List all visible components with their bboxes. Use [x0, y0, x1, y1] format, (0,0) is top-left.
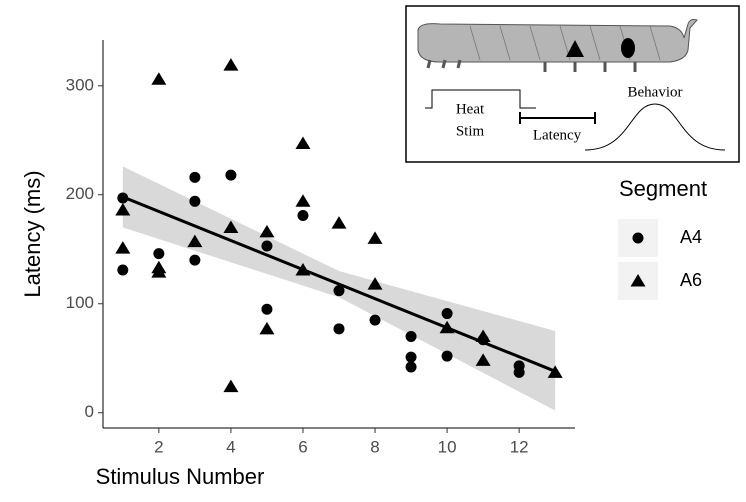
legend-marker	[632, 232, 644, 244]
inset-label: Stim	[456, 123, 485, 139]
point	[441, 308, 453, 320]
point	[115, 241, 131, 254]
point	[259, 224, 275, 238]
legs	[426, 59, 637, 72]
point	[261, 240, 273, 252]
x-tick-label: 4	[226, 437, 235, 456]
point	[333, 323, 345, 335]
point	[441, 350, 453, 362]
inset: Heat Stim Latency Behavior	[405, 5, 740, 163]
x-tick-label: 2	[154, 437, 163, 456]
inset-label: Behavior	[628, 84, 683, 100]
point	[369, 314, 381, 326]
a6-site	[566, 40, 584, 57]
point	[405, 351, 417, 363]
point	[117, 264, 129, 276]
point	[405, 361, 417, 373]
legend-title: Segment	[619, 176, 707, 201]
point	[223, 379, 239, 393]
y-tick-label: 300	[66, 75, 94, 94]
behavior-curve	[584, 103, 726, 151]
y-tick-label: 0	[85, 402, 94, 421]
point	[189, 171, 201, 183]
y-tick-label: 100	[66, 293, 94, 312]
point	[189, 195, 201, 207]
trend-line	[122, 195, 556, 373]
legend-marker	[630, 274, 646, 287]
point	[367, 231, 383, 244]
point	[151, 265, 167, 278]
point	[475, 353, 491, 366]
point	[261, 303, 273, 315]
x-tick-label: 12	[510, 437, 529, 456]
point	[475, 329, 491, 342]
y-axis-title: Latency (ms)	[20, 170, 45, 297]
point	[547, 365, 563, 378]
point	[331, 216, 347, 229]
x-tick-label: 6	[298, 437, 307, 456]
point	[153, 248, 165, 260]
a4-site	[621, 38, 635, 58]
segments	[469, 25, 661, 61]
caterpillar	[417, 19, 698, 63]
x-tick-label: 8	[370, 437, 379, 456]
point	[297, 209, 309, 221]
point	[259, 321, 275, 335]
y-tick-label: 200	[66, 184, 94, 203]
heat-pulse	[425, 89, 536, 109]
legend-label: A6	[680, 270, 702, 290]
point	[189, 254, 201, 266]
inset-label: Latency	[533, 127, 582, 143]
point	[225, 169, 237, 181]
point	[223, 58, 239, 71]
point	[405, 330, 417, 342]
x-tick-label: 10	[438, 437, 457, 456]
point	[151, 72, 167, 85]
inset-label: Heat	[456, 101, 485, 117]
point	[333, 285, 345, 297]
point	[295, 136, 311, 150]
point	[223, 220, 239, 233]
point	[187, 234, 203, 248]
point	[115, 203, 131, 216]
x-axis-title: Stimulus Number	[96, 464, 265, 489]
point	[513, 366, 525, 378]
legend-label: A4	[680, 227, 702, 247]
point	[295, 194, 311, 207]
point	[367, 277, 383, 290]
